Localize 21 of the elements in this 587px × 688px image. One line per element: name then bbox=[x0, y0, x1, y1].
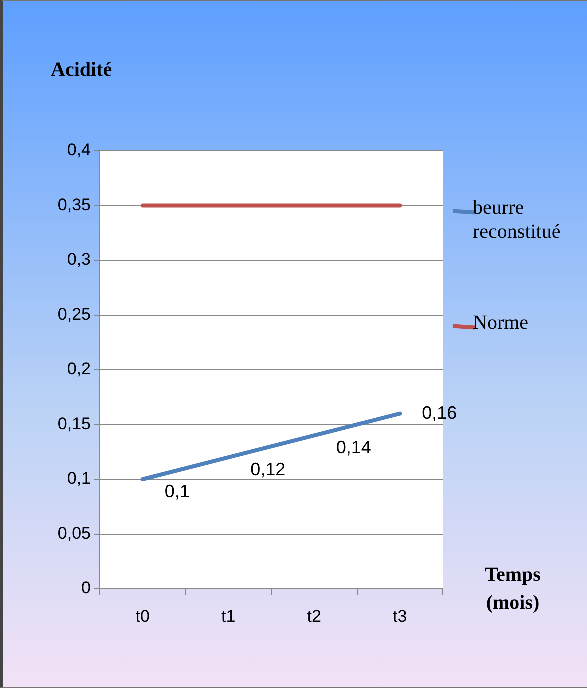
y-tick-label: 0,2 bbox=[67, 360, 91, 379]
y-tick-label: 0,3 bbox=[67, 250, 91, 270]
y-axis-title: Acidité bbox=[51, 59, 112, 82]
y-tick-label: 0,35 bbox=[58, 195, 91, 214]
data-label: 0,16 bbox=[422, 402, 458, 423]
y-tick-label: 0,15 bbox=[58, 414, 91, 434]
y-tick-label: 0 bbox=[82, 578, 91, 598]
x-tick-label: t2 bbox=[307, 606, 322, 626]
y-tick-label: 0,1 bbox=[67, 469, 91, 488]
x-axis-title: Temps (mois) bbox=[484, 563, 542, 616]
x-tick-label: t0 bbox=[136, 606, 150, 626]
data-label: 0,12 bbox=[250, 460, 286, 480]
y-tick-label: 0,05 bbox=[58, 524, 91, 543]
y-tick-label: 0,4 bbox=[67, 140, 91, 160]
data-label: 0,14 bbox=[336, 438, 372, 458]
legend-label: Norme bbox=[473, 311, 530, 335]
legend-label: beurre reconstitué bbox=[473, 196, 562, 244]
data-label: 0,1 bbox=[164, 481, 190, 502]
x-tick-label: t3 bbox=[393, 606, 408, 626]
x-tick-label: t1 bbox=[222, 606, 236, 626]
y-tick-label: 0,25 bbox=[58, 304, 91, 324]
